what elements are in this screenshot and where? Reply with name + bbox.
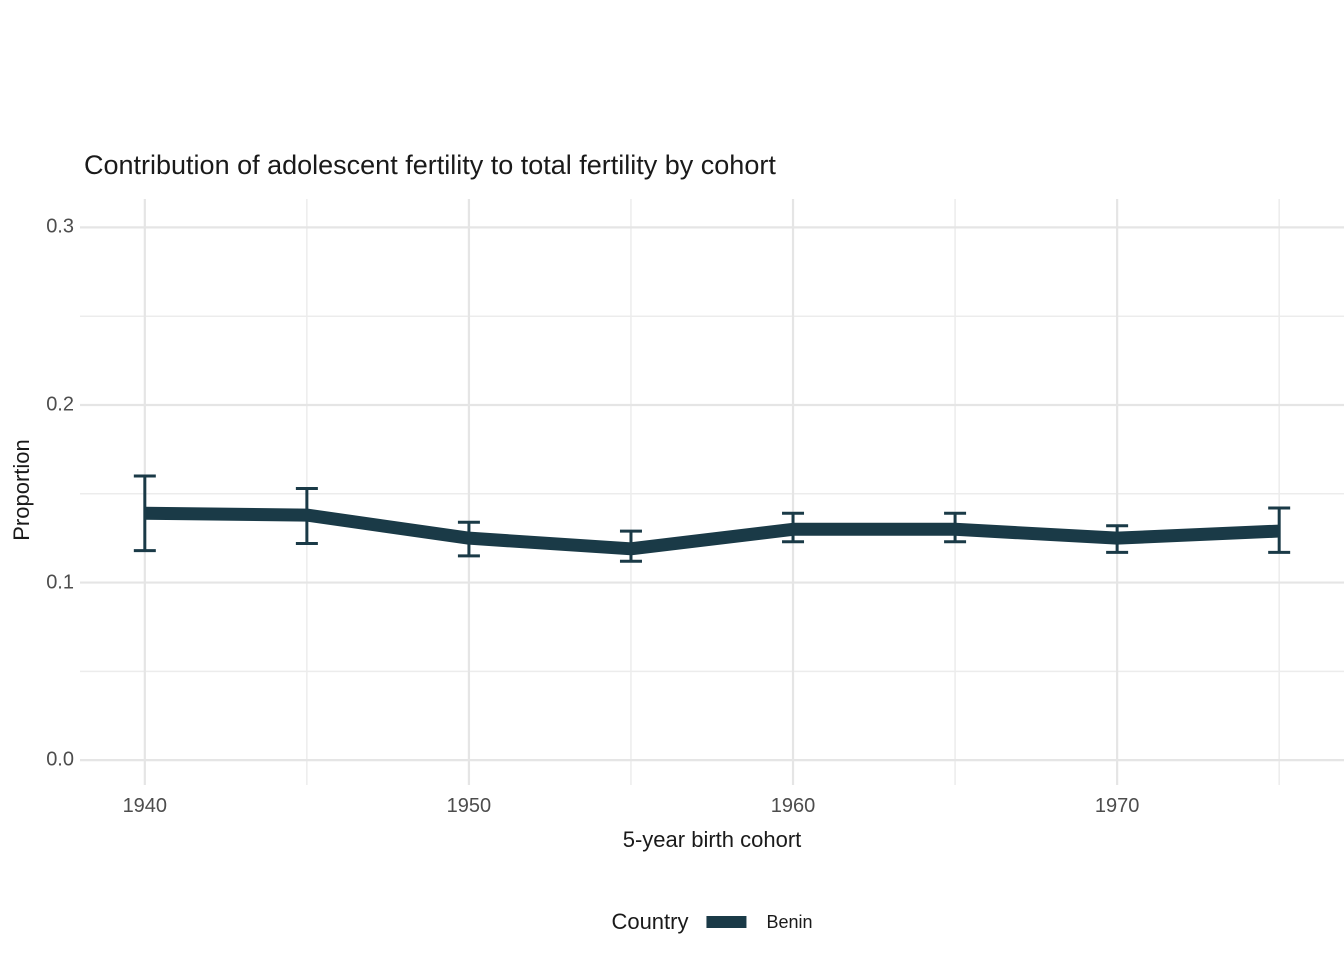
chart-title: Contribution of adolescent fertility to … <box>84 150 776 180</box>
x-tick-label: 1950 <box>446 795 492 817</box>
x-axis-title: 5-year birth cohort <box>622 827 802 852</box>
legend-title: Country <box>611 909 689 934</box>
y-axis-title: Proportion <box>9 439 34 541</box>
legend-swatch-benin <box>706 916 747 928</box>
y-tick-label: 0.2 <box>46 393 74 416</box>
legend-label-benin: Benin <box>766 911 813 932</box>
legend: Country Benin <box>611 904 812 940</box>
x-tick-label: 1970 <box>1094 795 1140 817</box>
x-tick-label: 1940 <box>122 795 168 817</box>
y-tick-label: 0.3 <box>46 215 74 238</box>
series-line-benin <box>144 506 1280 556</box>
y-tick-label: 0.1 <box>46 571 74 594</box>
plot-panel <box>80 199 1344 785</box>
x-tick-label: 1960 <box>770 795 816 817</box>
y-tick-label: 0.0 <box>46 748 74 771</box>
